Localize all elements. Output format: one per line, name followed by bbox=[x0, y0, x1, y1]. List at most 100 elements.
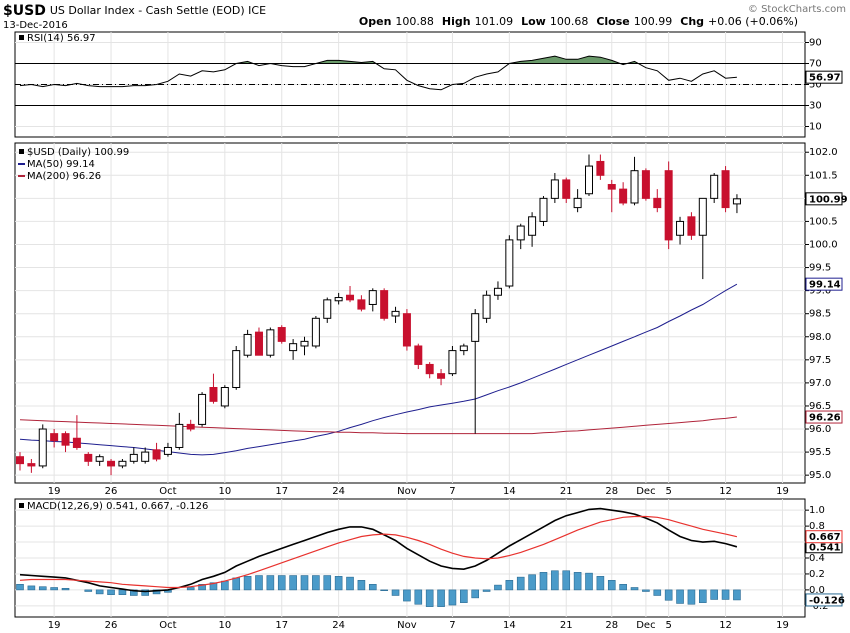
candle-body bbox=[573, 197, 582, 209]
quote-value: 100.99 bbox=[634, 15, 673, 28]
legend-marker bbox=[19, 35, 24, 40]
x-tick-label: Oct bbox=[159, 486, 176, 497]
histogram-bar bbox=[186, 587, 195, 591]
x-tick-label: 10 bbox=[218, 620, 231, 631]
legend-label: MA(200) 96.26 bbox=[27, 171, 101, 182]
histogram-bar bbox=[232, 577, 241, 591]
candle-body bbox=[721, 170, 730, 209]
y-tick-label: 10 bbox=[809, 122, 822, 133]
candle-body bbox=[380, 290, 389, 319]
x-tick-label: 17 bbox=[275, 486, 288, 497]
candle-body bbox=[471, 313, 480, 342]
candle-body bbox=[414, 345, 423, 365]
histogram-bar bbox=[505, 580, 514, 591]
candle-body bbox=[425, 363, 434, 375]
candle-body bbox=[141, 451, 150, 462]
moving-average bbox=[19, 416, 737, 435]
y-tick-label: 100.0 bbox=[809, 239, 838, 250]
candle-body bbox=[289, 343, 298, 352]
y-tick-label: 100.5 bbox=[809, 216, 838, 227]
candle-body bbox=[676, 220, 685, 236]
candle-body bbox=[619, 188, 628, 204]
histogram-bar bbox=[733, 589, 741, 601]
x-tick-label: 14 bbox=[503, 486, 516, 497]
candle-body bbox=[152, 449, 161, 460]
histogram-bar bbox=[266, 575, 275, 591]
x-tick-label: 14 bbox=[503, 620, 516, 631]
value-badge-label: -0.126 bbox=[809, 595, 845, 606]
value-badge-label: 99.14 bbox=[809, 280, 841, 291]
candle-body bbox=[323, 299, 332, 319]
quote-value: 100.68 bbox=[550, 15, 589, 28]
quote: Open 100.88 High 101.09 Low 100.68 Close 100.99… bbox=[359, 15, 798, 28]
x-tick-label: 19 bbox=[776, 486, 789, 497]
candle-body bbox=[664, 170, 673, 241]
candle-body bbox=[243, 333, 252, 356]
histogram-bar bbox=[289, 575, 297, 591]
histogram-bar bbox=[471, 589, 480, 599]
candle-body bbox=[27, 463, 36, 467]
y-tick-label: 30 bbox=[809, 101, 822, 112]
histogram-bar bbox=[357, 580, 366, 591]
histogram-bar bbox=[607, 580, 616, 591]
candle-body bbox=[653, 197, 662, 209]
x-tick-label: Nov bbox=[397, 620, 417, 631]
credit: © StockCharts.com bbox=[748, 4, 846, 15]
y-tick-label: 97.5 bbox=[809, 355, 831, 366]
x-tick-label: Dec bbox=[636, 620, 655, 631]
candle-body bbox=[346, 294, 355, 301]
histogram-bar bbox=[630, 587, 639, 591]
x-tick-label: 21 bbox=[560, 486, 573, 497]
histogram-bar bbox=[596, 576, 605, 591]
histogram-bar bbox=[141, 589, 149, 596]
histogram-bar bbox=[619, 584, 627, 591]
histogram-bar bbox=[391, 589, 400, 596]
value-badge bbox=[805, 410, 843, 424]
y-tick-label: 98.5 bbox=[809, 309, 831, 320]
x-tick-label: 24 bbox=[332, 620, 345, 631]
histogram-bar bbox=[61, 587, 70, 591]
value-badge bbox=[805, 593, 843, 607]
y-tick-label: 70 bbox=[809, 59, 822, 70]
y-tick-label: 95.5 bbox=[809, 447, 831, 458]
chart-header: $USD US Dollar Index - Cash Settle (EOD) … bbox=[3, 3, 266, 19]
histogram-bar bbox=[573, 572, 582, 591]
y-tick-label: 97.0 bbox=[809, 378, 831, 389]
histogram-bar bbox=[721, 589, 730, 600]
y-tick-label: 99.0 bbox=[809, 286, 831, 297]
histogram-bar bbox=[27, 585, 36, 591]
histogram-bar bbox=[425, 589, 434, 607]
histogram-bar bbox=[437, 589, 445, 607]
quote-value: 101.09 bbox=[475, 15, 514, 28]
histogram-bar bbox=[312, 575, 320, 591]
quote-value: +0.06 (+0.06%) bbox=[708, 15, 798, 28]
instrument-name: US Dollar Index - Cash Settle (EOD) ICE bbox=[50, 4, 266, 17]
histogram-bar bbox=[243, 576, 252, 591]
candle-body bbox=[641, 170, 650, 199]
histogram-bar bbox=[687, 589, 696, 605]
x-tick-label: 12 bbox=[719, 620, 732, 631]
y-tick-label: 0.2 bbox=[809, 569, 825, 580]
candle-body bbox=[539, 197, 548, 222]
y-tick-label: 0.8 bbox=[809, 521, 825, 532]
histogram-bar bbox=[255, 575, 263, 591]
candle-body bbox=[209, 387, 218, 402]
macd-line bbox=[19, 507, 738, 593]
value-badge-label: 0.541 bbox=[809, 542, 841, 553]
x-tick-label: 26 bbox=[105, 486, 118, 497]
x-tick-label: 17 bbox=[275, 620, 288, 631]
value-badge-label: 0.667 bbox=[809, 532, 841, 543]
histogram-bar bbox=[551, 570, 559, 591]
x-tick-label: 7 bbox=[449, 620, 455, 631]
panel-frame bbox=[14, 142, 806, 484]
x-tick-label: 19 bbox=[48, 620, 61, 631]
x-tick-label: 19 bbox=[776, 620, 789, 631]
y-tick-label: 96.5 bbox=[809, 401, 831, 412]
candle-body bbox=[84, 453, 93, 462]
histogram-bar bbox=[334, 576, 343, 591]
quote-label: High bbox=[442, 15, 471, 28]
y-tick-label: 90 bbox=[809, 38, 822, 49]
y-tick-label: 95.0 bbox=[809, 470, 831, 481]
y-tick-label: 0.0 bbox=[809, 585, 825, 596]
x-tick-label: 28 bbox=[605, 620, 618, 631]
